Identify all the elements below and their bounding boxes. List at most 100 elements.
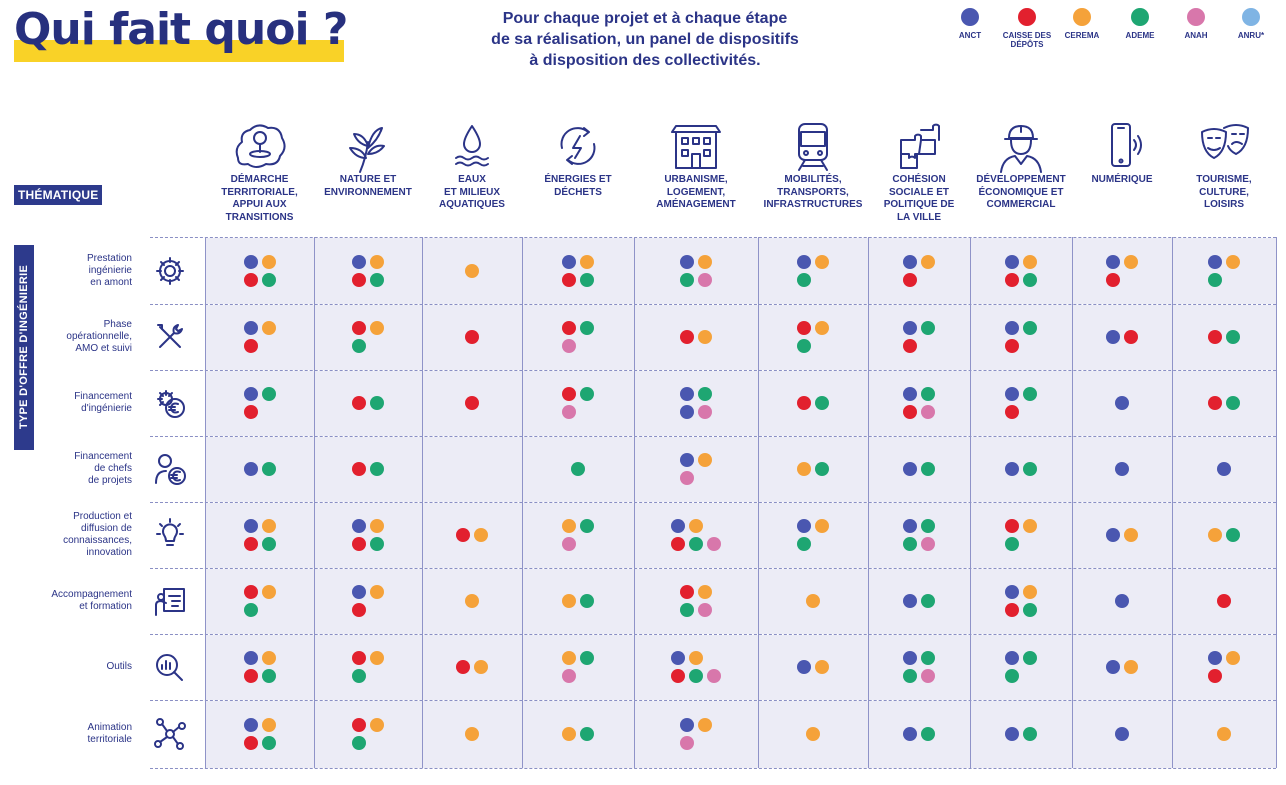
dot-anah bbox=[698, 603, 712, 617]
row-label-line: Outils bbox=[106, 661, 132, 672]
dot-cerema bbox=[698, 453, 712, 467]
dot-ademe bbox=[1226, 396, 1240, 410]
legend-dot-cerema bbox=[1073, 8, 1091, 26]
row-label-line: de projets bbox=[88, 475, 132, 486]
dot-ademe bbox=[903, 537, 917, 551]
dot-cdc bbox=[243, 272, 258, 287]
column-label: MOBILITÉS, TRANSPORTS, INFRASTRUCTURES bbox=[758, 174, 868, 212]
column-label-line: TERRITORIALE, bbox=[221, 186, 298, 198]
dot-anct bbox=[1115, 727, 1129, 741]
dot-anah bbox=[707, 537, 721, 551]
row-label-line: Production et bbox=[73, 511, 132, 522]
grid-hline bbox=[150, 436, 1276, 437]
dot-cerema bbox=[261, 519, 276, 533]
dot-ademe bbox=[261, 387, 276, 401]
grid-hline bbox=[150, 634, 1276, 635]
dot-ademe bbox=[580, 727, 594, 741]
grid-vline bbox=[314, 237, 315, 768]
row-label-line: Accompagnement bbox=[51, 589, 132, 600]
column-header: MOBILITÉS, TRANSPORTS, INFRASTRUCTURES bbox=[758, 118, 868, 212]
dot-anct bbox=[243, 321, 258, 335]
dot-cerema bbox=[261, 651, 276, 665]
dot-anct bbox=[1106, 528, 1120, 542]
dot-anah bbox=[562, 405, 576, 419]
column-label-line: APPUI AUX bbox=[232, 199, 287, 210]
row-label: Financement de chefs de projets bbox=[36, 451, 132, 487]
legend-label-anah: ANAH bbox=[1184, 31, 1208, 40]
dot-cerema bbox=[806, 727, 820, 741]
dot-anah bbox=[680, 736, 694, 750]
dot-cdc bbox=[797, 321, 811, 335]
dot-ademe bbox=[689, 669, 703, 683]
dot-ademe bbox=[261, 736, 276, 750]
dot-cdc bbox=[562, 321, 576, 335]
column-label: ÉNERGIES ET DÉCHETS bbox=[522, 174, 634, 199]
puzzle-icon bbox=[889, 118, 949, 174]
dot-anct bbox=[243, 651, 258, 665]
dot-cerema bbox=[698, 254, 712, 269]
dot-cdc bbox=[352, 718, 366, 732]
dot-cdc bbox=[352, 462, 366, 476]
column-label-line: URBANISME, bbox=[664, 174, 728, 185]
legend-dot-anct bbox=[961, 8, 979, 26]
grid-hline bbox=[150, 568, 1276, 569]
row-label-line: en amont bbox=[90, 276, 132, 288]
column-label: NATURE ET ENVIRONNEMENT bbox=[314, 174, 422, 199]
dot-cerema bbox=[370, 519, 384, 533]
dot-cerema bbox=[474, 660, 488, 674]
column-label-line: ÉCONOMIQUE ET bbox=[978, 186, 1064, 198]
column-label-line: NATURE ET bbox=[339, 174, 397, 185]
map-pin-region-icon bbox=[230, 118, 290, 174]
column-label: EAUX ET MILIEUX AQUATIQUES bbox=[422, 174, 522, 212]
dot-anct bbox=[680, 254, 694, 269]
dot-anah bbox=[680, 471, 694, 485]
dot-anct bbox=[903, 321, 917, 335]
row-background bbox=[205, 238, 1276, 304]
title-highlight bbox=[14, 40, 344, 62]
gear-icon bbox=[152, 253, 188, 289]
dot-anct bbox=[903, 462, 917, 476]
dot-anct bbox=[1005, 727, 1019, 741]
grid-vline bbox=[522, 237, 523, 768]
row-label-line: Financement bbox=[74, 391, 132, 402]
dot-cerema bbox=[465, 594, 479, 608]
grid-hline bbox=[150, 768, 1276, 769]
dot-cdc bbox=[1208, 669, 1222, 683]
dot-cerema bbox=[562, 651, 576, 665]
column-label-line: TRANSITIONS bbox=[225, 211, 294, 223]
column-label: DÉVELOPPEMENT ÉCONOMIQUE ET COMMERCIAL bbox=[970, 174, 1072, 212]
dot-anct bbox=[797, 519, 811, 533]
column-header: COHÉSION SOCIALE ET POLITIQUE DE LA VILLE bbox=[868, 118, 970, 224]
column-label-line: DÉVELOPPEMENT bbox=[976, 174, 1066, 185]
legend-dot-ademe bbox=[1131, 8, 1149, 26]
dot-ademe bbox=[921, 462, 935, 476]
dot-ademe bbox=[1226, 528, 1240, 542]
row-label-line: Phase bbox=[103, 319, 132, 330]
dot-ademe bbox=[261, 462, 276, 476]
grid-vline bbox=[422, 237, 423, 768]
dot-cdc bbox=[903, 339, 917, 353]
dot-ademe bbox=[815, 462, 829, 476]
dot-ademe bbox=[580, 519, 594, 533]
subtitle-line: Pour chaque projet et à chaque étape bbox=[502, 10, 788, 27]
dot-ademe bbox=[1023, 651, 1037, 665]
dot-ademe bbox=[921, 651, 935, 665]
dot-anct bbox=[1115, 462, 1129, 476]
dot-ademe bbox=[903, 669, 917, 683]
dot-anah bbox=[707, 669, 721, 683]
grid-hline bbox=[150, 370, 1276, 371]
row-label-line: de chefs bbox=[94, 463, 132, 474]
dot-anct bbox=[1005, 321, 1019, 335]
dot-ademe bbox=[1023, 387, 1037, 401]
column-label-line: ET MILIEUX bbox=[443, 186, 501, 198]
dot-cdc bbox=[671, 669, 685, 683]
dot-anct bbox=[903, 387, 917, 401]
column-header: DÉMARCHE TERRITORIALE, APPUI AUX TRANSITION… bbox=[205, 118, 314, 224]
dot-ademe bbox=[370, 272, 384, 287]
legend-dot-cdc bbox=[1018, 8, 1036, 26]
column-label-line: AMÉNAGEMENT bbox=[656, 199, 736, 210]
column-label-line: TRANSPORTS, bbox=[777, 186, 849, 198]
dot-ademe bbox=[921, 594, 935, 608]
dot-cdc bbox=[903, 405, 917, 419]
dot-anct bbox=[671, 651, 685, 665]
